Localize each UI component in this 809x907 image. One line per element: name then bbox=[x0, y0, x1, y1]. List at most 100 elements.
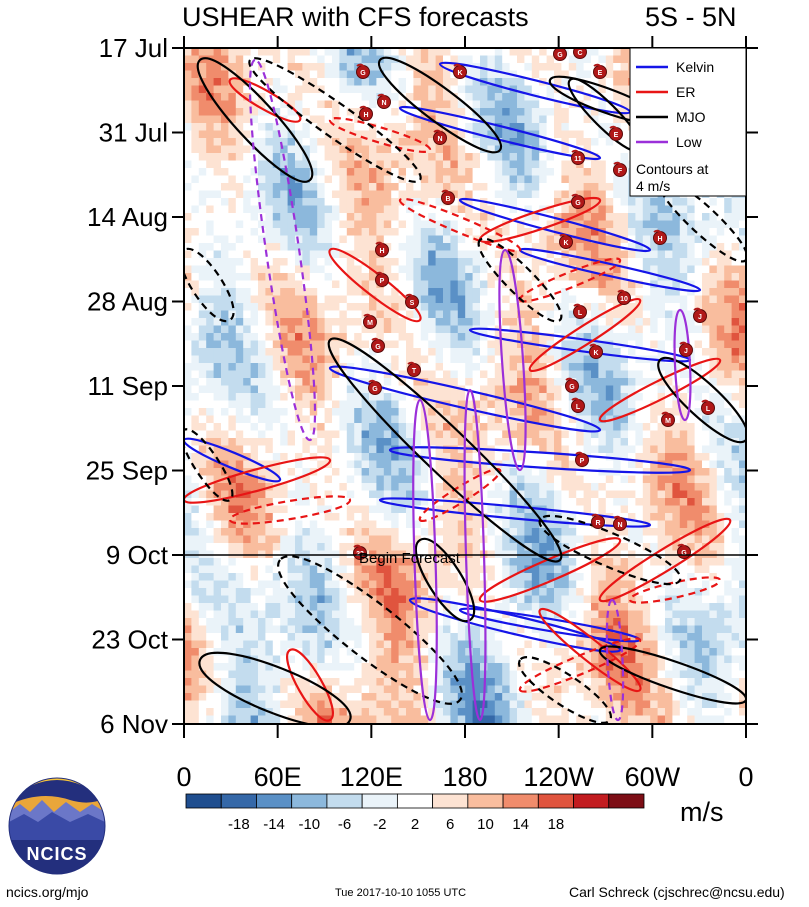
heat-cell bbox=[206, 220, 215, 229]
heat-cell bbox=[613, 205, 622, 214]
heat-cell bbox=[228, 318, 237, 327]
heat-cell bbox=[635, 528, 644, 537]
heat-cell bbox=[206, 528, 215, 537]
heat-cell bbox=[428, 423, 437, 432]
heat-cell bbox=[709, 453, 718, 462]
heat-cell bbox=[672, 288, 681, 297]
heat-cell bbox=[339, 123, 348, 132]
heat-cell bbox=[554, 340, 562, 349]
heat-cell bbox=[287, 363, 296, 372]
heat-cell bbox=[509, 145, 518, 154]
heat-cell bbox=[295, 48, 303, 57]
heat-cell bbox=[250, 160, 259, 169]
heat-cell bbox=[731, 235, 740, 244]
heat-cell bbox=[243, 453, 252, 462]
heat-cell bbox=[280, 138, 289, 147]
heat-cell bbox=[494, 220, 503, 229]
heat-cell bbox=[339, 535, 348, 544]
heat-cell bbox=[494, 115, 503, 124]
heat-cell bbox=[413, 175, 422, 184]
heat-cell bbox=[383, 220, 392, 229]
heat-cell bbox=[576, 483, 585, 492]
heat-cell bbox=[731, 265, 740, 274]
heat-cell bbox=[383, 408, 392, 417]
heat-cell bbox=[509, 370, 518, 379]
heat-cell bbox=[583, 220, 592, 229]
heat-cell bbox=[561, 115, 570, 124]
heat-cell bbox=[517, 183, 525, 192]
heat-cell bbox=[309, 198, 318, 207]
heat-cell bbox=[428, 288, 437, 297]
heat-cell bbox=[221, 498, 229, 507]
heat-cell bbox=[280, 198, 289, 207]
heat-cell bbox=[480, 258, 488, 267]
heat-cell bbox=[509, 235, 518, 244]
heat-cell bbox=[472, 528, 481, 537]
heat-cell bbox=[376, 468, 385, 477]
heat-cell bbox=[302, 520, 311, 529]
heat-cell bbox=[731, 333, 740, 342]
heat-cell bbox=[191, 273, 200, 282]
heat-cell bbox=[332, 123, 340, 132]
heat-cell bbox=[642, 318, 651, 327]
heat-cell bbox=[184, 55, 192, 64]
heat-cell bbox=[628, 445, 636, 454]
heat-cell bbox=[221, 303, 229, 312]
heat-cell bbox=[287, 535, 296, 544]
heat-cell bbox=[258, 490, 266, 499]
heat-cell bbox=[568, 273, 577, 282]
heat-cell bbox=[258, 198, 266, 207]
heat-cell bbox=[191, 138, 200, 147]
heat-cell bbox=[258, 528, 266, 537]
heat-cell bbox=[369, 348, 377, 357]
heat-cell bbox=[317, 340, 326, 349]
heat-cell bbox=[657, 280, 666, 289]
heat-cell bbox=[198, 400, 207, 409]
heat-cell bbox=[317, 115, 326, 124]
heat-cell bbox=[561, 93, 570, 102]
heat-cell bbox=[620, 93, 629, 102]
heat-cell bbox=[657, 400, 666, 409]
heat-cell bbox=[354, 78, 363, 87]
heat-cell bbox=[731, 213, 740, 222]
heat-cell bbox=[198, 385, 207, 394]
heat-cell bbox=[369, 48, 377, 57]
heat-cell bbox=[709, 280, 718, 289]
heat-cell bbox=[221, 408, 229, 417]
heat-cell bbox=[413, 355, 422, 364]
heat-cell bbox=[650, 273, 659, 282]
heat-cell bbox=[494, 333, 503, 342]
heat-cell bbox=[339, 415, 348, 424]
heat-cell bbox=[739, 385, 746, 394]
heat-cell bbox=[487, 318, 496, 327]
heat-cell bbox=[324, 168, 333, 177]
heat-cell bbox=[568, 393, 577, 402]
heat-cell bbox=[302, 63, 311, 72]
heat-cell bbox=[376, 490, 385, 499]
heat-cell bbox=[591, 468, 599, 477]
heat-cell bbox=[598, 303, 607, 312]
heat-cell bbox=[709, 378, 718, 387]
heat-cell bbox=[228, 363, 237, 372]
heat-cell bbox=[391, 198, 400, 207]
heat-cell bbox=[228, 273, 237, 282]
heat-cell bbox=[265, 318, 274, 327]
heat-cell bbox=[672, 400, 681, 409]
heat-cell bbox=[361, 100, 370, 109]
heat-cell bbox=[472, 183, 481, 192]
heat-cell bbox=[228, 258, 237, 267]
heat-cell bbox=[235, 55, 244, 64]
heat-cell bbox=[198, 513, 207, 522]
heat-cell bbox=[450, 115, 459, 124]
heat-cell bbox=[369, 393, 377, 402]
heat-cell bbox=[346, 153, 355, 162]
heat-cell bbox=[731, 363, 740, 372]
heat-cell bbox=[361, 468, 370, 477]
heat-cell bbox=[502, 483, 511, 492]
heat-cell bbox=[591, 295, 599, 304]
heat-cell bbox=[724, 505, 733, 514]
heat-cell bbox=[376, 370, 385, 379]
heat-cell bbox=[376, 355, 385, 364]
heat-cell bbox=[613, 408, 622, 417]
heat-cell bbox=[694, 340, 703, 349]
